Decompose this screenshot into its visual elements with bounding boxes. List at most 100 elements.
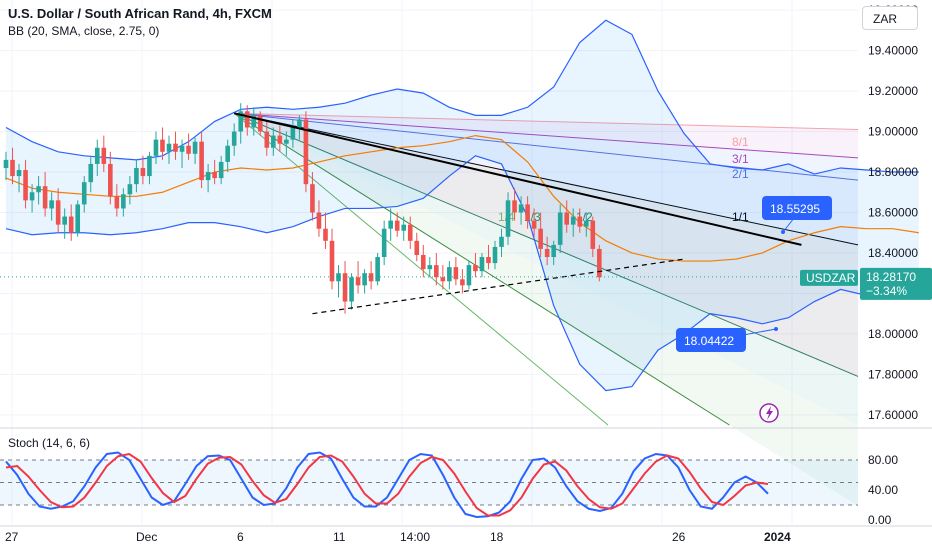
candle-body xyxy=(147,155,152,177)
candle-body xyxy=(68,216,74,233)
bollinger-basis-line xyxy=(5,134,919,262)
candle-body xyxy=(212,172,217,179)
candle-body xyxy=(342,273,348,302)
candle-body xyxy=(368,273,374,282)
candle-body xyxy=(127,184,133,195)
candle-body xyxy=(297,119,302,128)
candle-body xyxy=(3,159,9,168)
candle-body xyxy=(244,111,250,128)
stoch-y-tick-label: 0.00 xyxy=(868,513,892,527)
candle-body xyxy=(284,139,289,144)
bollinger-upper-line xyxy=(5,19,919,175)
callout-box xyxy=(676,328,746,352)
fan-line xyxy=(234,112,859,246)
callouts: 18.55295 18.04422 xyxy=(676,196,832,423)
candle-body xyxy=(140,167,146,177)
stoch-legend[interactable]: Stoch (14, 6, 6) xyxy=(8,436,91,450)
fan-label: 3/1 xyxy=(732,152,749,166)
candle-body xyxy=(355,277,361,286)
candle-body xyxy=(271,135,276,148)
last-price-change: −3.34% xyxy=(866,284,907,298)
candle-body xyxy=(557,212,563,245)
trendlines xyxy=(0,112,858,315)
lightning-icon xyxy=(759,403,779,423)
candle-body xyxy=(336,273,341,282)
candle-body xyxy=(544,248,550,258)
candle-body xyxy=(101,147,107,164)
currency-button[interactable]: ZAR xyxy=(862,6,918,30)
callout-anchor xyxy=(774,327,778,331)
candle-body xyxy=(121,194,126,209)
chart-title: U.S. Dollar / South African Rand, 4h, FX… xyxy=(8,6,272,21)
candle-body xyxy=(375,257,380,282)
candle-body xyxy=(192,141,198,154)
x-tick-label: 26 xyxy=(672,530,686,544)
callout-value: 18.55295 xyxy=(770,202,820,216)
y-tick-label: 19.20000 xyxy=(868,84,918,98)
y-tick-label: 19.40000 xyxy=(868,44,918,58)
candle-body xyxy=(62,216,67,225)
candle-body xyxy=(42,186,48,209)
candle-body xyxy=(531,220,537,229)
candle-body xyxy=(505,200,511,237)
price-grid xyxy=(0,0,858,525)
candle-body xyxy=(277,135,283,144)
candle-body xyxy=(186,145,191,154)
candle-body xyxy=(316,212,322,229)
candle-body xyxy=(479,257,485,272)
candle-body xyxy=(290,127,296,140)
stoch-y-tick-label: 80.00 xyxy=(868,453,898,467)
candle-body xyxy=(225,145,230,162)
candle-body xyxy=(108,163,113,197)
candle-body xyxy=(388,220,393,229)
candle-body xyxy=(525,204,530,221)
candle-body xyxy=(134,167,139,185)
candles xyxy=(3,103,602,314)
price-labels: USDZAR 18.28170−3.34% xyxy=(800,267,932,300)
stoch-line xyxy=(5,451,769,519)
candle-body xyxy=(303,119,309,185)
candle-body xyxy=(453,267,459,280)
y-tick-label: 18.00000 xyxy=(868,327,918,341)
candle-body xyxy=(199,141,204,181)
candle-body xyxy=(23,170,28,201)
candle-body xyxy=(323,228,328,241)
candle-body xyxy=(597,248,602,278)
candle-body xyxy=(310,184,315,213)
candle-body xyxy=(16,170,22,177)
stoch-y-tick-label: 40.00 xyxy=(868,483,898,497)
last-price-value: 18.28170 xyxy=(866,270,916,284)
candle-body xyxy=(238,111,244,132)
candle-body xyxy=(427,265,433,270)
candle-body xyxy=(114,196,120,209)
stoch-line xyxy=(5,452,769,517)
y-tick-label: 17.80000 xyxy=(868,367,918,381)
candle-body xyxy=(570,216,576,225)
candle-body xyxy=(590,220,596,249)
downtrend-line xyxy=(233,112,802,246)
candle-body xyxy=(518,204,524,213)
candle-body xyxy=(466,265,472,286)
x-tick-label: 2024 xyxy=(764,530,791,544)
candle-body xyxy=(499,236,504,247)
candle-body xyxy=(349,277,354,302)
candle-body xyxy=(153,139,159,156)
candle-body xyxy=(486,257,491,264)
candle-body xyxy=(49,200,54,209)
candle-body xyxy=(264,131,270,148)
fan-label: 2/1 xyxy=(732,167,749,181)
candle-body xyxy=(447,267,452,282)
indicator-legend[interactable]: BB (20, SMA, close, 2.75, 0) xyxy=(8,24,160,38)
x-tick-label: 27 xyxy=(5,530,19,544)
candle-body xyxy=(420,255,426,270)
candle-body xyxy=(55,200,61,225)
candle-body xyxy=(362,273,367,286)
candle-body xyxy=(401,224,407,231)
candle-body xyxy=(36,186,41,193)
fan-label: 8/1 xyxy=(732,135,749,149)
x-tick-label: 6 xyxy=(237,530,244,544)
candle-body xyxy=(205,172,211,181)
candle-body xyxy=(564,212,570,225)
callout-anchor xyxy=(781,230,785,234)
